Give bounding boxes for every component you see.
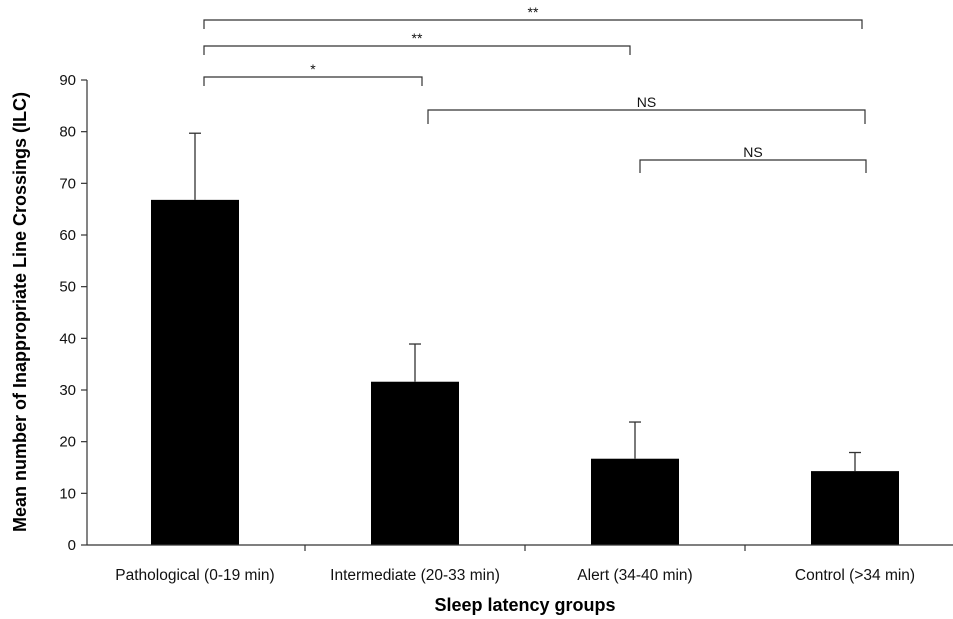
- significance-label: NS: [743, 144, 762, 160]
- y-ticks: 0 10 20 30 40 50 60 70 80 90: [59, 72, 87, 554]
- y-tick-label: 60: [59, 227, 76, 244]
- y-tick-label: 40: [59, 330, 76, 347]
- x-tick-label: Intermediate (20-33 min): [330, 567, 500, 584]
- bars: [151, 199, 899, 545]
- y-tick-label: 30: [59, 382, 76, 399]
- y-tick-label: 0: [68, 537, 76, 554]
- significance-bracket: [203, 45, 631, 55]
- significance-label: NS: [637, 94, 656, 110]
- y-tick-label: 70: [59, 175, 76, 192]
- y-tick-label: 90: [59, 72, 76, 89]
- bar: [591, 458, 679, 545]
- bar: [151, 199, 239, 545]
- bar: [811, 471, 899, 545]
- y-tick-label: 80: [59, 124, 76, 141]
- significance-bracket: [203, 76, 423, 86]
- x-axis-title: Sleep latency groups: [434, 595, 615, 615]
- error-bars: [189, 132, 861, 472]
- significance-label: **: [528, 4, 539, 20]
- significance-label: *: [310, 61, 316, 77]
- axes: [86, 80, 953, 546]
- y-axis-title: Mean number of Inappropriate Line Crossi…: [10, 92, 30, 532]
- y-tick-label: 20: [59, 434, 76, 451]
- x-tick-label: Pathological (0-19 min): [115, 567, 274, 584]
- y-tick-label: 10: [59, 485, 76, 502]
- y-tick-label: 50: [59, 279, 76, 296]
- significance-bracket: [203, 19, 863, 29]
- significance-bracket: [639, 159, 867, 173]
- significance-bracket: [427, 109, 866, 124]
- significance-label: **: [412, 30, 423, 46]
- bar: [371, 381, 459, 545]
- x-tick-label: Alert (34-40 min): [577, 567, 692, 584]
- x-tick-labels: Pathological (0-19 min) Intermediate (20-…: [115, 545, 915, 584]
- x-tick-label: Control (>34 min): [795, 567, 915, 584]
